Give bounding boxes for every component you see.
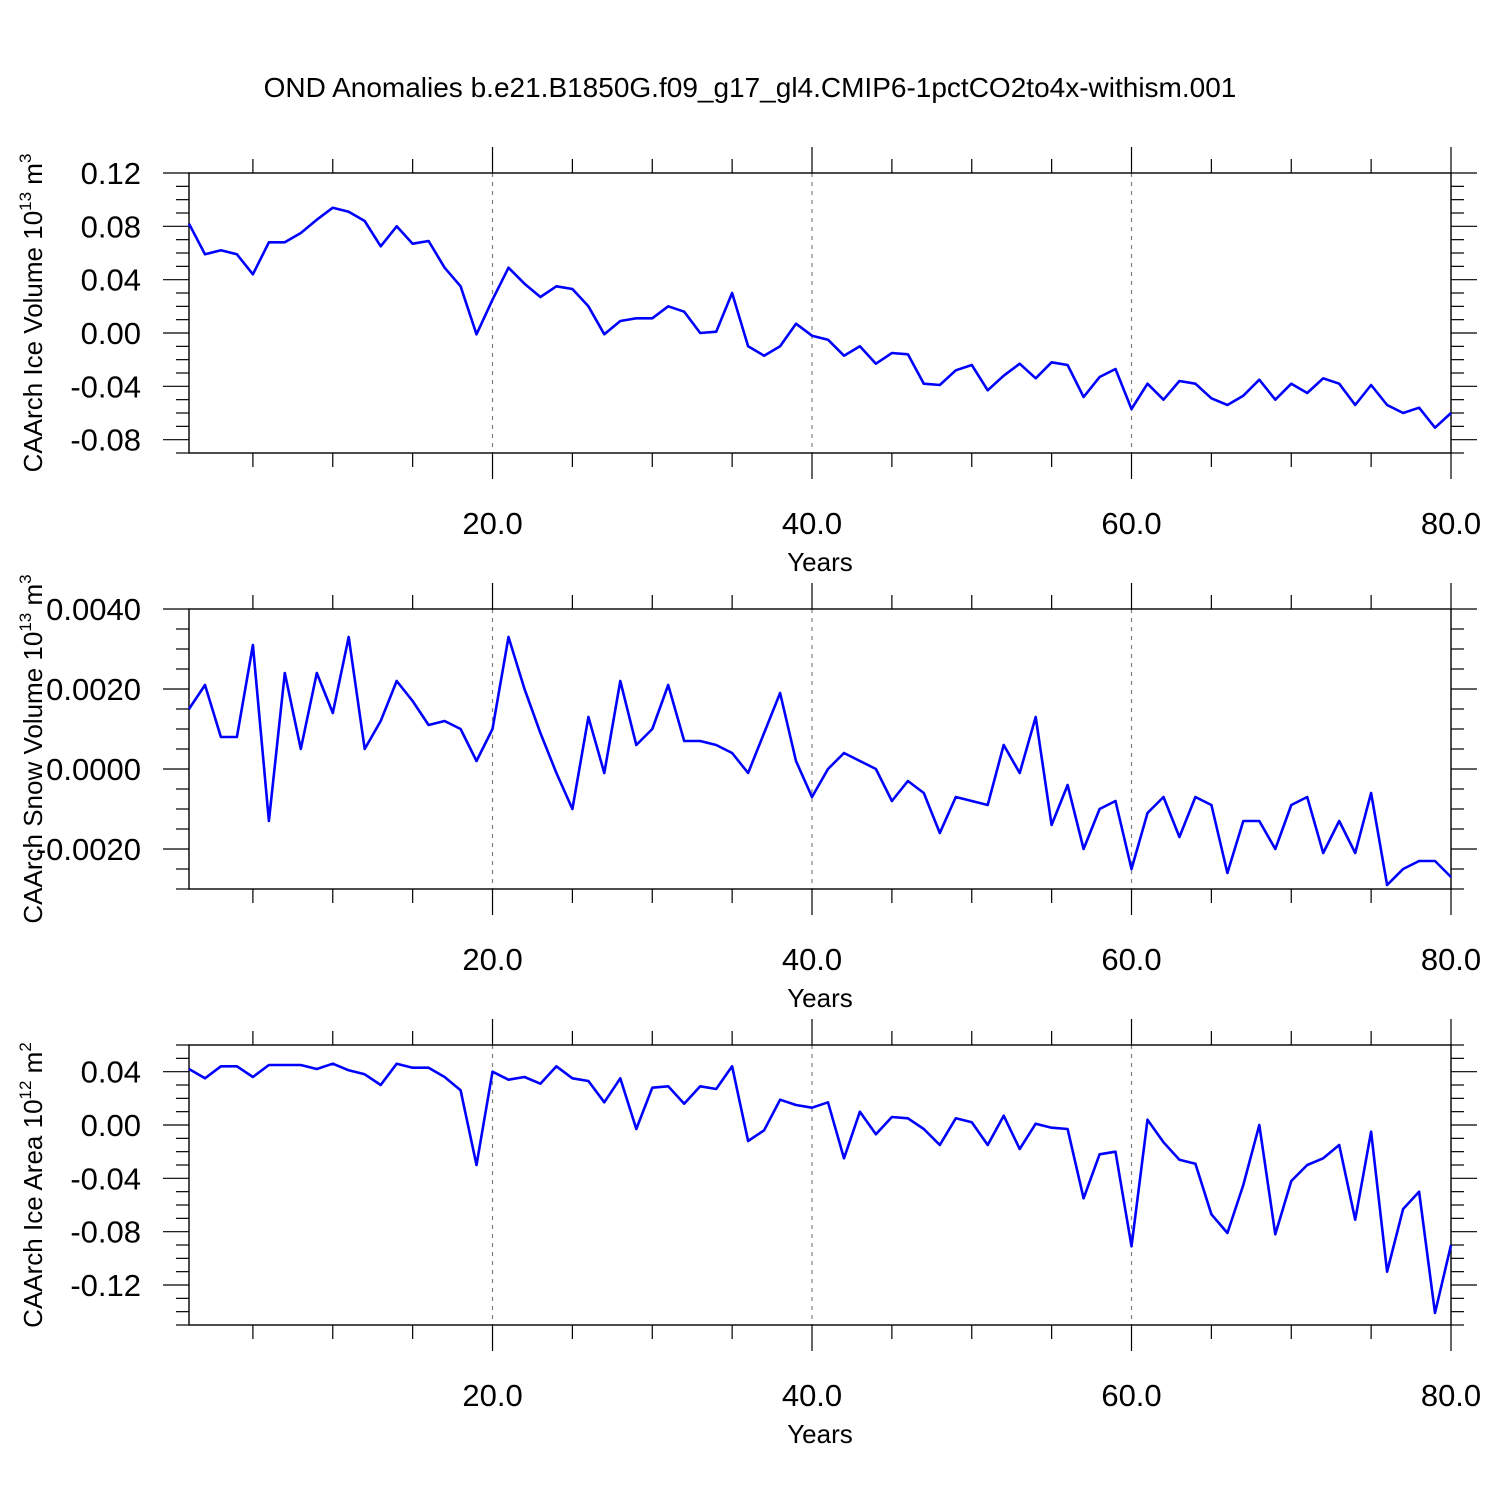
y-tick-label: 0.00: [81, 1108, 141, 1143]
y-axis-label: CAArch Ice Volume 1013 m3: [16, 154, 48, 473]
panel-3: -0.12 -0.08 -0.04 0.00 0.04 20.0 40.0 60.0 80.0 Y…: [16, 1019, 1481, 1449]
y-tick-label: 0.04: [81, 263, 141, 298]
series-line: [189, 208, 1451, 428]
y-axis-label-text: CAArch Snow Volume 10: [18, 632, 48, 924]
x-axis-label: Years: [787, 547, 853, 577]
x-tick-label: 40.0: [782, 1378, 842, 1413]
y-axis-label: CAArch Snow Volume 1013 m3: [16, 574, 48, 923]
y-axis-label-superscript: 2: [16, 1042, 35, 1051]
y-tick-label: -0.08: [70, 423, 141, 458]
x-tick-label: 80.0: [1421, 942, 1481, 977]
y-axis-label-superscript: 3: [16, 574, 35, 583]
y-axis-label-superscript: 3: [16, 154, 35, 163]
y-axis-label-text: m: [18, 1052, 48, 1081]
y-tick-label: 0.0040: [46, 592, 141, 627]
panel-2: -0.0020 0.0000 0.0020 0.0040 20.0 40.0 60.0 80.…: [16, 574, 1481, 1013]
y-tick-label: -0.12: [70, 1268, 141, 1303]
y-tick-label: 0.04: [81, 1055, 141, 1090]
y-tick-label: -0.0020: [36, 832, 141, 867]
plot-frame: [189, 173, 1451, 453]
x-tick-label: 20.0: [462, 942, 522, 977]
plot-frame: [189, 1045, 1451, 1325]
y-axis-label-text: m: [18, 584, 48, 613]
panel-1: -0.08 -0.04 0.00 0.04 0.08 0.12 20.0 40.0 60.0 80…: [16, 147, 1481, 577]
y-tick-label: -0.04: [70, 1161, 141, 1196]
y-axis-label: CAArch Ice Area 1012 m2: [16, 1042, 48, 1328]
x-tick-label: 20.0: [462, 506, 522, 541]
y-axis-label-text: CAArch Ice Volume 10: [18, 211, 48, 473]
x-tick-label: 60.0: [1101, 1378, 1161, 1413]
x-tick-label: 20.0: [462, 1378, 522, 1413]
y-axis-label-superscript: 13: [16, 613, 35, 632]
series-line: [189, 637, 1451, 885]
y-tick-label: -0.04: [70, 369, 141, 404]
x-tick-label: 40.0: [782, 506, 842, 541]
x-tick-label: 40.0: [782, 942, 842, 977]
plot-frame: [189, 609, 1451, 889]
x-axis-label: Years: [787, 1419, 853, 1449]
x-tick-label: 80.0: [1421, 506, 1481, 541]
y-axis-label-text: m: [18, 163, 48, 192]
y-tick-label: 0.0000: [46, 752, 141, 787]
x-tick-label: 60.0: [1101, 506, 1161, 541]
y-axis-label-superscript: 13: [16, 192, 35, 211]
figure-title: OND Anomalies b.e21.B1850G.f09_g17_gl4.C…: [0, 72, 1500, 104]
y-tick-label: 0.0020: [46, 672, 141, 707]
series-line: [189, 1064, 1451, 1313]
y-tick-label: -0.08: [70, 1215, 141, 1250]
y-tick-label: 0.08: [81, 209, 141, 244]
y-axis-label-superscript: 12: [16, 1081, 35, 1100]
y-tick-label: 0.00: [81, 316, 141, 351]
x-axis-label: Years: [787, 983, 853, 1013]
x-tick-label: 60.0: [1101, 942, 1161, 977]
x-tick-label: 80.0: [1421, 1378, 1481, 1413]
y-axis-label-text: CAArch Ice Area 10: [18, 1099, 48, 1327]
y-tick-label: 0.12: [81, 156, 141, 191]
